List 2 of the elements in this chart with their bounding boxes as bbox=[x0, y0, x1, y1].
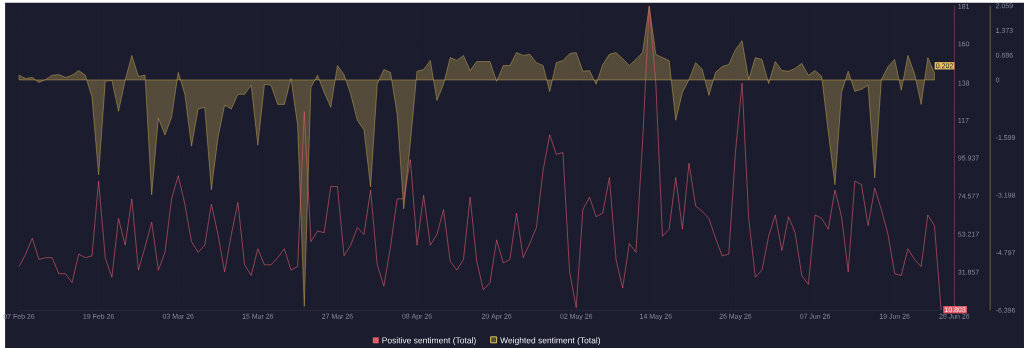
legend-label: Positive sentiment (Total) bbox=[382, 336, 476, 345]
legend-label: Weighted sentiment (Total) bbox=[500, 336, 601, 345]
